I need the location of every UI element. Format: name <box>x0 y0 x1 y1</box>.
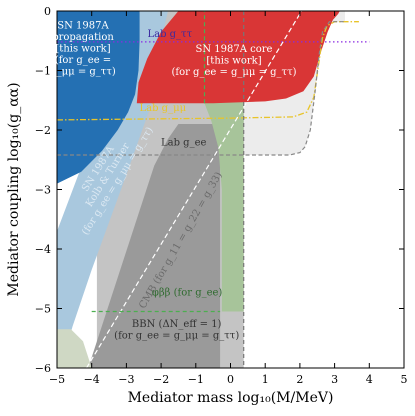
y-tick-label: −5 <box>35 303 51 316</box>
annotation-line: (for g_ee = g_μμ = g_ττ) <box>171 67 296 78</box>
region-cmb-for-g-11-g-22-g-33 <box>88 124 221 368</box>
x-tick-label: −4 <box>84 373 100 386</box>
x-tick-label: −5 <box>49 373 65 386</box>
x-tick-label: 3 <box>331 373 338 386</box>
region-sn-1987a-propagation-this-work-for-g-ee-g-g <box>57 11 140 184</box>
x-tick-label: 5 <box>401 373 408 386</box>
annotation-line: BBN (ΔN_eff = 1) <box>132 319 222 330</box>
x-tick-label: 2 <box>296 373 303 386</box>
phibb-label: φββ (for g_ee) <box>152 287 223 298</box>
lab-gmm-label: Lab g_μμ <box>140 103 187 114</box>
annotation-line: (for g_ee = g_μμ = g_ττ) <box>114 331 239 342</box>
y-tick-label: −2 <box>35 124 51 137</box>
line-cmb-diagonal <box>85 11 303 368</box>
sn-core-label: SN 1987A core[this work](for g_ee = g_μμ… <box>171 44 296 78</box>
y-axis-label: Mediator coupling log₁₀(g_αα) <box>6 82 22 296</box>
y-tick-label: 0 <box>44 5 51 18</box>
y-tick-label: −6 <box>35 362 51 375</box>
x-tick-label: −2 <box>153 373 169 386</box>
annotation-line: SN 1987A core <box>196 44 273 55</box>
x-axis-label: Mediator mass log₁₀(M/MeV) <box>128 390 334 406</box>
x-tick-label: 4 <box>366 373 373 386</box>
annotation-line: [this work] <box>206 55 261 66</box>
annotation-line: Lab g_μμ <box>140 103 187 114</box>
region-sn-1987a-core-this-work-for-g-ee-g-g <box>136 11 340 104</box>
annotation-line: (for g_ee = <box>55 55 111 66</box>
x-tick-label: −3 <box>118 373 134 386</box>
x-tick-label: 1 <box>262 373 269 386</box>
annotation-line: Lab g_ee <box>161 137 207 148</box>
bbn-label: BBN (ΔN_eff = 1)(for g_ee = g_μμ = g_ττ) <box>114 319 239 342</box>
annotation-line: propagation <box>52 32 114 43</box>
line-lab-g-ee-boundary <box>57 21 345 156</box>
y-tick-label: −3 <box>35 184 51 197</box>
annotation-line: Lab g_ττ <box>147 29 192 40</box>
annotation-line: g_μμ = g_ττ) <box>50 66 116 77</box>
region-corner <box>57 329 92 368</box>
annotation-line: SN 1987A <box>57 20 109 31</box>
y-tick-label: −1 <box>35 65 51 78</box>
lab-gtt-label: Lab g_ττ <box>147 29 192 40</box>
annotation-line: [this work] <box>55 43 110 54</box>
y-tick-label: −4 <box>35 243 51 256</box>
x-tick-label: 0 <box>227 373 234 386</box>
x-tick-label: −1 <box>188 373 204 386</box>
lab-gee-label: Lab g_ee <box>161 137 207 148</box>
annotation-line: φββ (for g_ee) <box>152 287 223 298</box>
